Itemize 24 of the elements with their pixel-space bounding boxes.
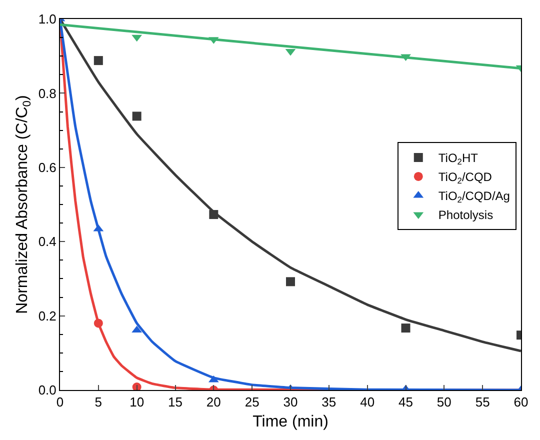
x-tick-label: 40 [360, 394, 375, 410]
y-tick-label: 0.8 [38, 86, 56, 101]
x-tick-label: 55 [475, 394, 490, 410]
x-tick-label: 20 [206, 394, 221, 410]
x-tick-label: 10 [130, 394, 144, 410]
x-tick-label: 30 [283, 394, 298, 410]
x-tick-label: 50 [436, 394, 452, 410]
x-tick-label: 35 [322, 394, 336, 410]
x-tick-label: 0 [56, 394, 64, 410]
x-axis-title: Time (min) [252, 413, 328, 430]
x-tick-label: 25 [244, 394, 260, 410]
x-tick-label: 15 [168, 394, 182, 410]
y-tick-label: 0.6 [38, 160, 56, 175]
x-tick-label: 5 [94, 394, 102, 410]
y-tick-label: 0.2 [38, 308, 56, 324]
legend-label: TiO$_{2}$/CQD/Ag [438, 189, 510, 205]
x-tick-label: 60 [514, 394, 528, 410]
y-tick-label: 1.0 [38, 12, 56, 27]
legend-label: TiO$_{2}$/CQD [438, 170, 492, 186]
x-tick-label: 45 [398, 394, 413, 410]
legend-label: TiO$_{2}$HT [438, 151, 479, 167]
legend-label: Photolysis [438, 208, 494, 222]
y-tick-label: 0.0 [38, 382, 56, 398]
y-tick-label: 0.4 [38, 234, 56, 250]
